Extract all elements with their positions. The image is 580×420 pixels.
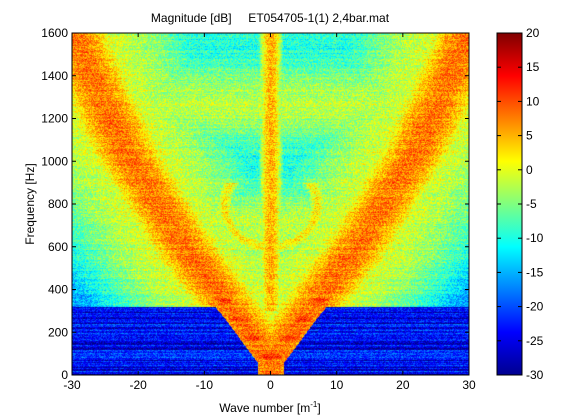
x-axis-label: Wave number [m-1]: [219, 400, 320, 415]
y-tick-label: 0: [61, 368, 68, 382]
y-tick-label: 1600: [41, 26, 68, 40]
y-tick-label: 800: [48, 197, 68, 211]
colorbar-tick-label: -15: [526, 265, 544, 279]
chart-title: Magnitude [dB] ET054705-1(1) 2,4bar.mat: [151, 11, 390, 25]
y-axis-label: Frequency [Hz]: [23, 163, 37, 244]
y-axis: 0 200 400 600 800 1000 1200 1400 1600: [41, 26, 469, 382]
colorbar-ticks: -30 -25 -20 -15 -10 -5 0 5 10 15 20: [497, 26, 544, 382]
x-tick-label: -30: [63, 378, 81, 392]
x-axis: -30 -20 -10 0 10 20 30: [63, 33, 476, 392]
colorbar-tick-label: -25: [526, 334, 544, 348]
y-tick-label: 200: [48, 325, 68, 339]
colorbar-tick-label: 15: [526, 60, 540, 74]
y-tick-label: 400: [48, 283, 68, 297]
colorbar-tick-label: 5: [526, 129, 533, 143]
heatmap-image: [72, 33, 469, 375]
y-tick-label: 1200: [41, 112, 68, 126]
colorbar-tick-label: 0: [526, 163, 533, 177]
x-tick-label: -20: [129, 378, 147, 392]
x-tick-label: 0: [267, 378, 274, 392]
x-tick-label: -10: [196, 378, 214, 392]
y-tick-label: 600: [48, 240, 68, 254]
y-tick-label: 1000: [41, 154, 68, 168]
colorbar-tick-label: -20: [526, 300, 544, 314]
x-tick-label: 10: [330, 378, 344, 392]
x-tick-label: 20: [396, 378, 410, 392]
plot-area: [71, 32, 470, 376]
colorbar-tick-label: -10: [526, 231, 544, 245]
colorbar: -30 -25 -20 -15 -10 -5 0 5 10 15 20: [496, 26, 544, 382]
x-tick-label: 30: [462, 378, 476, 392]
y-tick-label: 1400: [41, 69, 68, 83]
colorbar-tick-label: -5: [526, 197, 537, 211]
colorbar-gradient: [496, 32, 523, 376]
colorbar-tick-label: -30: [526, 368, 544, 382]
colorbar-tick-label: 10: [526, 94, 540, 108]
colorbar-tick-label: 20: [526, 26, 540, 40]
